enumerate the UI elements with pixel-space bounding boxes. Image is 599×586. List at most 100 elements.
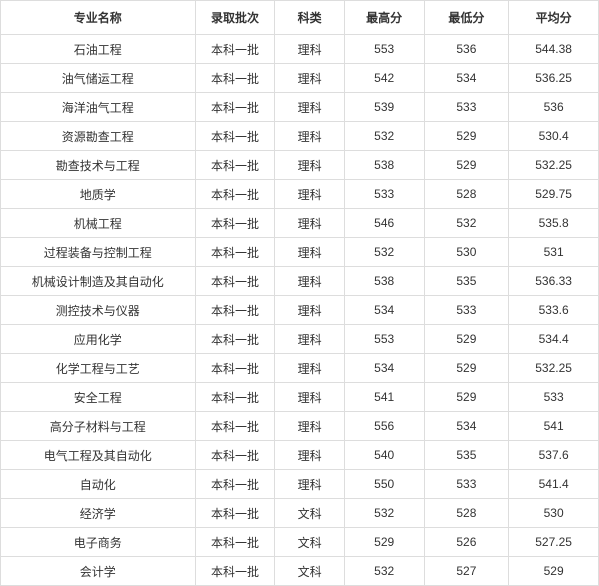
cell-max: 529 (344, 528, 424, 557)
cell-subject: 理科 (275, 151, 345, 180)
cell-batch: 本科一批 (195, 325, 275, 354)
cell-avg: 533.6 (509, 296, 599, 325)
cell-subject: 理科 (275, 238, 345, 267)
cell-batch: 本科一批 (195, 354, 275, 383)
table-row: 高分子材料与工程本科一批理科556534541 (1, 412, 599, 441)
cell-max: 541 (344, 383, 424, 412)
table-row: 安全工程本科一批理科541529533 (1, 383, 599, 412)
cell-major: 经济学 (1, 499, 196, 528)
col-header-batch: 录取批次 (195, 1, 275, 35)
cell-avg: 532.25 (509, 151, 599, 180)
cell-subject: 理科 (275, 383, 345, 412)
cell-avg: 536.25 (509, 64, 599, 93)
cell-major: 自动化 (1, 470, 196, 499)
cell-subject: 理科 (275, 441, 345, 470)
cell-min: 535 (424, 441, 509, 470)
cell-max: 538 (344, 267, 424, 296)
cell-major: 机械工程 (1, 209, 196, 238)
cell-min: 529 (424, 325, 509, 354)
cell-subject: 理科 (275, 64, 345, 93)
cell-subject: 理科 (275, 325, 345, 354)
cell-min: 534 (424, 412, 509, 441)
cell-min: 529 (424, 151, 509, 180)
cell-major: 安全工程 (1, 383, 196, 412)
cell-subject: 理科 (275, 470, 345, 499)
cell-min: 533 (424, 470, 509, 499)
cell-subject: 文科 (275, 528, 345, 557)
cell-batch: 本科一批 (195, 499, 275, 528)
cell-max: 553 (344, 35, 424, 64)
table-row: 机械设计制造及其自动化本科一批理科538535536.33 (1, 267, 599, 296)
cell-min: 534 (424, 64, 509, 93)
cell-major: 油气储运工程 (1, 64, 196, 93)
cell-batch: 本科一批 (195, 151, 275, 180)
cell-min: 532 (424, 209, 509, 238)
cell-batch: 本科一批 (195, 267, 275, 296)
cell-subject: 文科 (275, 557, 345, 586)
cell-batch: 本科一批 (195, 35, 275, 64)
cell-min: 530 (424, 238, 509, 267)
cell-avg: 537.6 (509, 441, 599, 470)
cell-major: 高分子材料与工程 (1, 412, 196, 441)
cell-min: 529 (424, 383, 509, 412)
cell-max: 532 (344, 238, 424, 267)
cell-subject: 理科 (275, 35, 345, 64)
cell-max: 532 (344, 557, 424, 586)
cell-max: 539 (344, 93, 424, 122)
cell-avg: 532.25 (509, 354, 599, 383)
cell-subject: 理科 (275, 180, 345, 209)
cell-avg: 527.25 (509, 528, 599, 557)
cell-min: 533 (424, 296, 509, 325)
cell-min: 529 (424, 122, 509, 151)
cell-major: 应用化学 (1, 325, 196, 354)
cell-subject: 理科 (275, 296, 345, 325)
cell-subject: 文科 (275, 499, 345, 528)
table-row: 油气储运工程本科一批理科542534536.25 (1, 64, 599, 93)
cell-avg: 536 (509, 93, 599, 122)
cell-subject: 理科 (275, 354, 345, 383)
table-row: 资源勘查工程本科一批理科532529530.4 (1, 122, 599, 151)
cell-major: 测控技术与仪器 (1, 296, 196, 325)
cell-major: 机械设计制造及其自动化 (1, 267, 196, 296)
cell-batch: 本科一批 (195, 528, 275, 557)
table-header-row: 专业名称录取批次科类最高分最低分平均分 (1, 1, 599, 35)
cell-major: 石油工程 (1, 35, 196, 64)
cell-major: 电子商务 (1, 528, 196, 557)
cell-subject: 理科 (275, 412, 345, 441)
col-header-min: 最低分 (424, 1, 509, 35)
cell-max: 553 (344, 325, 424, 354)
cell-max: 534 (344, 354, 424, 383)
cell-batch: 本科一批 (195, 412, 275, 441)
cell-batch: 本科一批 (195, 557, 275, 586)
admission-scores-table: 专业名称录取批次科类最高分最低分平均分 石油工程本科一批理科553536544.… (0, 0, 599, 586)
table-row: 测控技术与仪器本科一批理科534533533.6 (1, 296, 599, 325)
table-row: 过程装备与控制工程本科一批理科532530531 (1, 238, 599, 267)
cell-batch: 本科一批 (195, 122, 275, 151)
table-row: 地质学本科一批理科533528529.75 (1, 180, 599, 209)
col-header-max: 最高分 (344, 1, 424, 35)
cell-major: 勘查技术与工程 (1, 151, 196, 180)
table-row: 化学工程与工艺本科一批理科534529532.25 (1, 354, 599, 383)
cell-avg: 534.4 (509, 325, 599, 354)
cell-batch: 本科一批 (195, 441, 275, 470)
cell-batch: 本科一批 (195, 93, 275, 122)
cell-subject: 理科 (275, 122, 345, 151)
cell-batch: 本科一批 (195, 180, 275, 209)
cell-major: 会计学 (1, 557, 196, 586)
cell-max: 546 (344, 209, 424, 238)
cell-avg: 530 (509, 499, 599, 528)
cell-batch: 本科一批 (195, 296, 275, 325)
cell-batch: 本科一批 (195, 238, 275, 267)
table-row: 应用化学本科一批理科553529534.4 (1, 325, 599, 354)
cell-avg: 531 (509, 238, 599, 267)
cell-avg: 533 (509, 383, 599, 412)
cell-min: 528 (424, 180, 509, 209)
cell-max: 540 (344, 441, 424, 470)
cell-major: 资源勘查工程 (1, 122, 196, 151)
cell-max: 532 (344, 122, 424, 151)
cell-subject: 理科 (275, 93, 345, 122)
cell-subject: 理科 (275, 267, 345, 296)
table-head: 专业名称录取批次科类最高分最低分平均分 (1, 1, 599, 35)
cell-min: 527 (424, 557, 509, 586)
table-row: 石油工程本科一批理科553536544.38 (1, 35, 599, 64)
